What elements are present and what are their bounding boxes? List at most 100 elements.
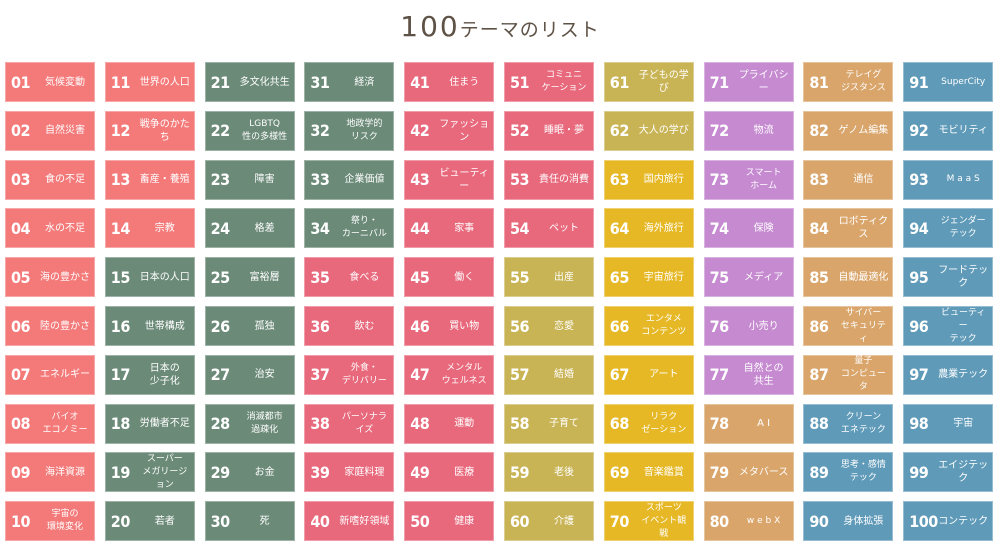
theme-tile-79[interactable]: 79 メタバース (703, 452, 794, 493)
theme-tile-54[interactable]: 54 ペット (504, 208, 594, 249)
theme-tile-82[interactable]: 82 ゲノム編集 (803, 110, 894, 151)
theme-tile-05[interactable]: 05 海の豊かさ (5, 257, 95, 298)
theme-tile-58[interactable]: 58 子育て (504, 403, 594, 444)
theme-tile-13[interactable]: 13 畜産・養殖 (104, 159, 195, 200)
theme-tile-93[interactable]: 93 M a a S (903, 159, 994, 200)
theme-tile-94[interactable]: 94 ジェンダー テック (903, 208, 994, 249)
theme-tile-57[interactable]: 57 結婚 (504, 354, 594, 395)
theme-tile-83[interactable]: 83 通信 (803, 159, 894, 200)
theme-tile-76[interactable]: 76 小売り (703, 306, 794, 346)
theme-tile-15[interactable]: 15 日本の人口 (104, 257, 195, 298)
theme-tile-60[interactable]: 60 介護 (504, 501, 594, 542)
theme-tile-100[interactable]: 100 コンテック (903, 501, 994, 542)
theme-tile-37[interactable]: 37 外食・ デリバリー (304, 354, 395, 395)
theme-tile-65[interactable]: 65 宇宙旅行 (603, 257, 694, 298)
theme-tile-30[interactable]: 30 死 (204, 501, 295, 542)
theme-tile-89[interactable]: 89 思考・感情 テック (803, 452, 894, 493)
theme-tile-43[interactable]: 43 ビューティー (404, 159, 495, 200)
theme-tile-80[interactable]: 80 w e b X (703, 501, 794, 542)
theme-tile-72[interactable]: 72 物流 (703, 110, 794, 151)
theme-tile-45[interactable]: 45 働く (404, 257, 495, 298)
theme-tile-92[interactable]: 92 モビリティ (903, 110, 994, 151)
theme-tile-96[interactable]: 96 ビューティー テック (903, 306, 994, 346)
theme-tile-27[interactable]: 27 治安 (204, 354, 295, 395)
theme-tile-70[interactable]: 70 スポーツ イベント観戦 (603, 501, 694, 542)
theme-tile-64[interactable]: 64 海外旅行 (603, 208, 694, 249)
theme-tile-38[interactable]: 38 パーソナライズ (304, 403, 395, 444)
theme-tile-99[interactable]: 99 エイジテック (903, 452, 994, 493)
theme-tile-59[interactable]: 59 老後 (504, 452, 594, 493)
theme-tile-86[interactable]: 86 サイバー セキュリティ (803, 306, 894, 346)
theme-tile-36[interactable]: 36 飲む (304, 306, 395, 346)
theme-tile-53[interactable]: 53 責任の消費 (504, 159, 594, 200)
theme-tile-19[interactable]: 19 スーパー メガリージョン (104, 452, 195, 493)
theme-tile-24[interactable]: 24 格差 (204, 208, 295, 249)
theme-tile-17[interactable]: 17 日本の 少子化 (104, 354, 195, 395)
theme-tile-67[interactable]: 67 アート (603, 354, 694, 395)
theme-tile-52[interactable]: 52 睡眠・夢 (504, 110, 594, 151)
theme-tile-39[interactable]: 39 家庭料理 (304, 452, 395, 493)
theme-tile-21[interactable]: 21 多文化共生 (204, 62, 295, 102)
theme-tile-51[interactable]: 51 コミュニ ケーション (504, 62, 594, 102)
theme-tile-98[interactable]: 98 宇宙 (903, 403, 994, 444)
theme-tile-75[interactable]: 75 メディア (703, 257, 794, 298)
theme-tile-81[interactable]: 81 テレイグ ジスタンス (803, 62, 894, 102)
theme-tile-28[interactable]: 28 消滅都市 過疎化 (204, 403, 295, 444)
theme-tile-01[interactable]: 01 気候変動 (5, 62, 95, 102)
theme-tile-42[interactable]: 42 ファッション (404, 110, 495, 151)
theme-tile-08[interactable]: 08 バイオ エコノミー (5, 403, 95, 444)
theme-tile-04[interactable]: 04 水の不足 (5, 208, 95, 249)
theme-tile-68[interactable]: 68 リラク ゼーション (603, 403, 694, 444)
theme-tile-61[interactable]: 61 子どもの学び (603, 62, 694, 102)
theme-tile-71[interactable]: 71 プライバシー (703, 62, 794, 102)
theme-tile-77[interactable]: 77 自然との 共生 (703, 354, 794, 395)
theme-tile-74[interactable]: 74 保険 (703, 208, 794, 249)
theme-tile-69[interactable]: 69 音楽鑑賞 (603, 452, 694, 493)
theme-tile-20[interactable]: 20 若者 (104, 501, 195, 542)
theme-tile-14[interactable]: 14 宗教 (104, 208, 195, 249)
theme-tile-40[interactable]: 40 新嗜好領域 (304, 501, 395, 542)
theme-tile-10[interactable]: 10 宇宙の 環境変化 (5, 501, 95, 542)
theme-tile-78[interactable]: 78 A I (703, 403, 794, 444)
theme-tile-85[interactable]: 85 自動最適化 (803, 257, 894, 298)
theme-tile-44[interactable]: 44 家事 (404, 208, 495, 249)
theme-tile-31[interactable]: 31 経済 (304, 62, 395, 102)
theme-tile-06[interactable]: 06 陸の豊かさ (5, 306, 95, 346)
theme-tile-90[interactable]: 90 身体拡張 (803, 501, 894, 542)
theme-tile-87[interactable]: 87 量子 コンピュータ (803, 354, 894, 395)
theme-tile-29[interactable]: 29 お金 (204, 452, 295, 493)
theme-tile-03[interactable]: 03 食の不足 (5, 159, 95, 200)
theme-tile-23[interactable]: 23 障害 (204, 159, 295, 200)
theme-tile-91[interactable]: 91 SuperCity (903, 62, 994, 102)
theme-tile-02[interactable]: 02 自然災害 (5, 110, 95, 151)
theme-tile-84[interactable]: 84 ロボティクス (803, 208, 894, 249)
theme-tile-56[interactable]: 56 恋愛 (504, 306, 594, 346)
theme-tile-11[interactable]: 11 世界の人口 (104, 62, 195, 102)
theme-tile-09[interactable]: 09 海洋資源 (5, 452, 95, 493)
theme-tile-97[interactable]: 97 農業テック (903, 354, 994, 395)
theme-tile-49[interactable]: 49 医療 (404, 452, 495, 493)
theme-tile-47[interactable]: 47 メンタル ウェルネス (404, 354, 495, 395)
theme-tile-26[interactable]: 26 孤独 (204, 306, 295, 346)
theme-tile-07[interactable]: 07 エネルギー (5, 354, 95, 395)
theme-tile-33[interactable]: 33 企業価値 (304, 159, 395, 200)
theme-tile-62[interactable]: 62 大人の学び (603, 110, 694, 151)
theme-tile-34[interactable]: 34 祭り・ カーニバル (304, 208, 395, 249)
theme-tile-63[interactable]: 63 国内旅行 (603, 159, 694, 200)
theme-tile-41[interactable]: 41 住まう (404, 62, 495, 102)
theme-tile-12[interactable]: 12 戦争のかたち (104, 110, 195, 151)
theme-tile-32[interactable]: 32 地政学的 リスク (304, 110, 395, 151)
theme-tile-50[interactable]: 50 健康 (404, 501, 495, 542)
theme-tile-22[interactable]: 22 LGBTQ 性の多様性 (204, 110, 295, 151)
theme-tile-66[interactable]: 66 エンタメ コンテンツ (603, 306, 694, 346)
theme-tile-88[interactable]: 88 クリーン エネテック (803, 403, 894, 444)
theme-tile-16[interactable]: 16 世帯構成 (104, 306, 195, 346)
theme-tile-35[interactable]: 35 食べる (304, 257, 395, 298)
theme-tile-18[interactable]: 18 労働者不足 (104, 403, 195, 444)
theme-tile-73[interactable]: 73 スマート ホーム (703, 159, 794, 200)
theme-tile-46[interactable]: 46 買い物 (404, 306, 495, 346)
theme-tile-95[interactable]: 95 フードテック (903, 257, 994, 298)
theme-tile-25[interactable]: 25 富裕層 (204, 257, 295, 298)
theme-tile-48[interactable]: 48 運動 (404, 403, 495, 444)
theme-tile-55[interactable]: 55 出産 (504, 257, 594, 298)
